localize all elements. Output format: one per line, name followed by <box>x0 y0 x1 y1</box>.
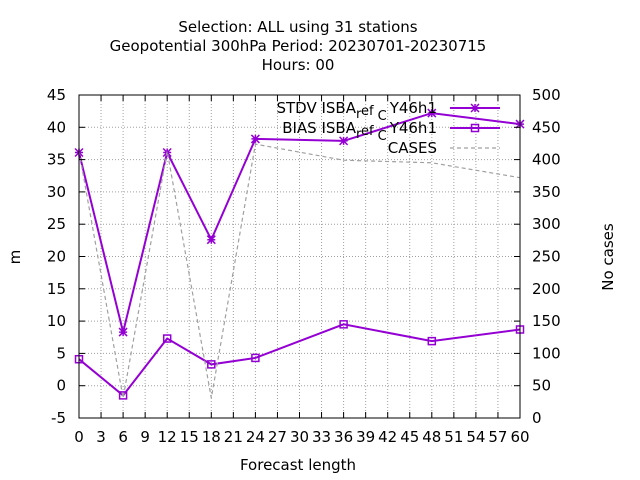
data-point <box>427 336 437 346</box>
data-point <box>427 108 437 118</box>
x-tick-label: 3 <box>96 428 106 446</box>
y-tick-label: 15 <box>47 280 66 298</box>
y2-tick-label: 250 <box>532 248 561 266</box>
legend-marker <box>470 123 480 133</box>
x-tick-label: 12 <box>158 428 177 446</box>
y2-tick-label: 0 <box>532 409 542 427</box>
y-tick-label: 10 <box>47 312 66 330</box>
y2-axis-label: No cases <box>599 223 617 291</box>
x-tick-label: 51 <box>444 428 463 446</box>
data-point <box>162 334 172 343</box>
x-tick-label: 36 <box>334 428 353 446</box>
y-tick-label: 0 <box>56 377 66 395</box>
y-tick-label: 35 <box>47 151 66 169</box>
x-tick-label: 39 <box>356 428 375 446</box>
x-tick-label: 27 <box>268 428 287 446</box>
y2-tick-label: 150 <box>532 312 561 330</box>
data-point <box>207 360 216 369</box>
y-tick-label: 25 <box>47 215 66 233</box>
y2-tick-label: 500 <box>532 86 561 104</box>
data-point <box>118 327 128 337</box>
legend-marker <box>470 103 480 113</box>
y-tick-label: 30 <box>47 183 66 201</box>
x-tick-label: 30 <box>290 428 309 446</box>
y-tick-label: 40 <box>47 118 66 136</box>
x-tick-label: 48 <box>422 428 441 446</box>
x-tick-label: 21 <box>224 428 243 446</box>
y2-tick-label: 450 <box>532 118 561 136</box>
data-point <box>339 320 348 329</box>
y2-tick-label: 400 <box>532 151 561 169</box>
x-tick-label: 0 <box>74 428 84 446</box>
data-point <box>339 136 349 146</box>
x-tick-label: 42 <box>378 428 397 446</box>
title-line-1: Selection: ALL using 31 stations <box>178 18 417 36</box>
y2-tick-label: 350 <box>532 183 561 201</box>
y-tick-label: 20 <box>47 248 66 266</box>
x-tick-label: 6 <box>118 428 128 446</box>
x-tick-label: 54 <box>466 428 485 446</box>
y2-tick-label: 200 <box>532 280 561 298</box>
y-tick-label: 5 <box>56 344 66 362</box>
x-tick-label: 24 <box>246 428 265 446</box>
x-tick-label: 33 <box>312 428 331 446</box>
y-tick-label: 45 <box>47 86 66 104</box>
y2-tick-label: 50 <box>532 377 551 395</box>
data-point <box>251 353 260 363</box>
series-line <box>78 323 521 397</box>
x-tick-label: 18 <box>202 428 221 446</box>
y-axis-label: m <box>6 250 24 265</box>
x-axis-label: Forecast length <box>240 456 356 474</box>
grid <box>78 94 521 419</box>
y-tick-label: -5 <box>51 409 66 427</box>
x-tick-label: 57 <box>488 428 507 446</box>
x-tick-label: 60 <box>510 428 529 446</box>
title-line-3: Hours: 00 <box>262 56 335 74</box>
axes: 0 3 6 9 12 15 18 21 24 27 30 33 36 39 42 45 48 51 54 57 60-5… <box>47 86 561 446</box>
y2-tick-label: 100 <box>532 344 561 362</box>
data-point <box>206 235 216 245</box>
x-tick-label: 45 <box>400 428 419 446</box>
chart-title: Selection: ALL using 31 stations Geopote… <box>110 18 487 74</box>
legend-label: CASES <box>388 139 437 157</box>
x-tick-label: 15 <box>180 428 199 446</box>
data-point <box>118 391 128 400</box>
data-point <box>250 134 260 144</box>
title-line-2: Geopotential 300hPa Period: 20230701-202… <box>110 37 487 55</box>
x-tick-label: 9 <box>140 428 150 446</box>
y2-tick-label: 300 <box>532 215 561 233</box>
series-line <box>78 112 521 333</box>
